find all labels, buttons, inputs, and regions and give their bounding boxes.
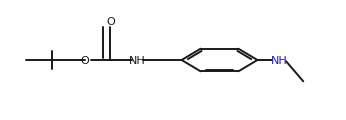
Text: NH: NH (271, 56, 288, 66)
Text: O: O (81, 56, 90, 66)
Text: O: O (106, 17, 115, 27)
Text: NH: NH (128, 56, 145, 66)
